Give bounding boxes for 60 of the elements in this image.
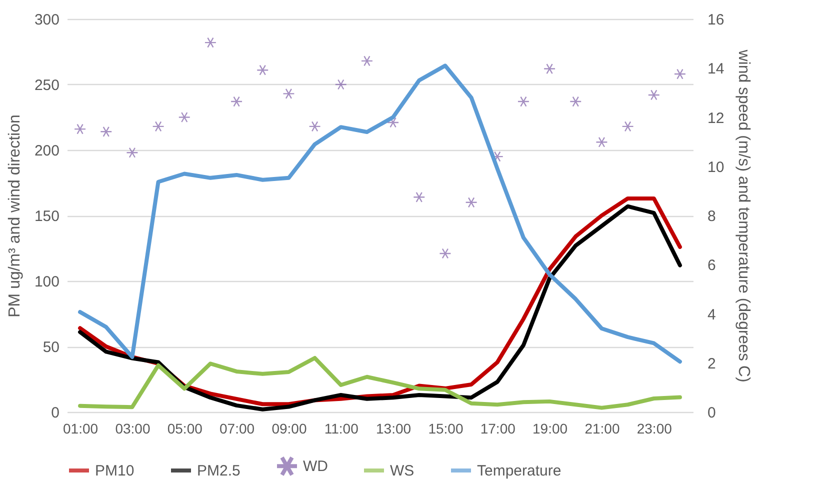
- y2-tick-label: 6: [708, 257, 716, 274]
- y2-tick-label: 8: [708, 208, 716, 225]
- x-tick-label: 13:00: [376, 420, 412, 436]
- point: [622, 121, 634, 132]
- x-tick-label: 11:00: [324, 420, 359, 436]
- point: [413, 192, 426, 203]
- y-tick-label: 300: [34, 12, 60, 28]
- point: [543, 63, 556, 74]
- point: [100, 126, 112, 138]
- line-series: [78, 64, 682, 364]
- x-tick-label: 23:00: [636, 420, 672, 436]
- y-tick-label: 100: [34, 274, 60, 290]
- y-tick-label: 200: [34, 142, 60, 160]
- point: [386, 117, 400, 128]
- point: [74, 124, 86, 134]
- y2-tick-label: 0: [708, 404, 716, 422]
- point: [360, 56, 374, 66]
- x-tick-label: 03:00: [115, 420, 150, 436]
- point: [648, 90, 660, 100]
- point: [152, 121, 164, 132]
- x-tick-label: 19:00: [532, 420, 568, 436]
- y-axis-title: PM ug/m³ and wind direction: [6, 114, 24, 318]
- point: [204, 37, 217, 48]
- point: [282, 88, 295, 100]
- point: [596, 136, 608, 148]
- y-tick-label: 0: [51, 404, 60, 422]
- y2-tick-label: 2: [708, 355, 716, 372]
- point: [126, 147, 138, 158]
- point: [465, 197, 478, 208]
- point: [256, 64, 269, 76]
- y2-tick-label: 4: [708, 306, 716, 324]
- legend-label: WD: [303, 458, 328, 476]
- y2-axis-title: wind speed (m/s) and temperature (degrees C): [735, 48, 752, 382]
- x-tick-label: 05:00: [167, 420, 203, 436]
- y-tick-label: 250: [34, 77, 60, 94]
- point: [570, 96, 582, 107]
- x-tick-label: 21:00: [584, 420, 620, 436]
- line-series: [78, 356, 682, 410]
- y-tick-label: 150: [34, 208, 60, 225]
- x-tick-label: 07:00: [220, 420, 255, 436]
- legend-label: PM10: [95, 462, 134, 480]
- point: [230, 96, 243, 107]
- legend-label: WS: [390, 462, 414, 480]
- point: [178, 112, 190, 123]
- point: [517, 96, 530, 107]
- y2-tick-label: 14: [708, 60, 724, 78]
- y-tick-label: 50: [42, 339, 60, 356]
- y2-tick-label: 16: [708, 12, 724, 28]
- x-tick-label: 15:00: [428, 420, 464, 436]
- legend-label: Temperature: [477, 462, 562, 480]
- point: [308, 121, 321, 132]
- x-tick-label: 17:00: [480, 420, 516, 436]
- x-tick-label: 09:00: [272, 420, 307, 436]
- x-tick-label: 01:00: [63, 420, 98, 436]
- y2-tick-label: 10: [708, 158, 724, 176]
- point: [439, 248, 452, 259]
- point: [674, 68, 686, 80]
- legend-label: PM2.5: [197, 462, 240, 480]
- point: [334, 79, 347, 90]
- y2-tick-label: 12: [708, 110, 724, 127]
